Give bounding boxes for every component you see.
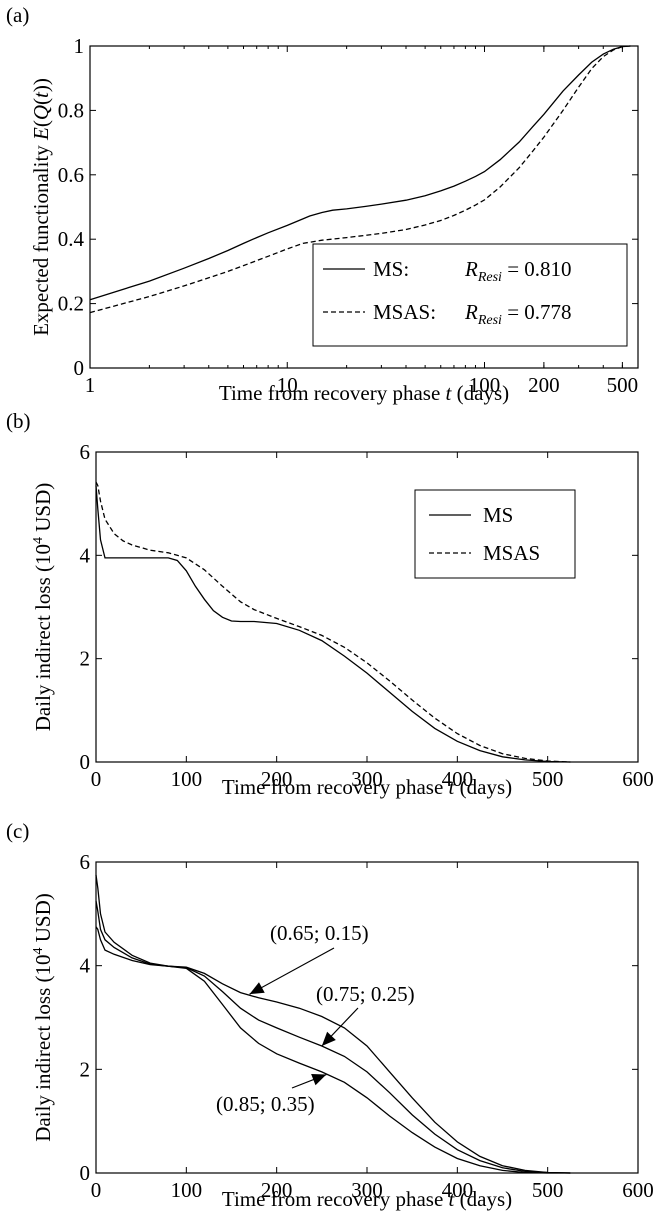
x-axis-label: Time from recovery phase t (days) — [222, 1187, 512, 1211]
x-axis-label-part: Time from recovery phase — [222, 775, 449, 799]
y-tick-label: 6 — [80, 850, 91, 874]
y-tick-label: 4 — [80, 543, 91, 567]
y-tick-label: 0 — [80, 1161, 91, 1185]
chart-panel-2: (b) 0 100 200 300 400 500 600 0 2 4 6 Time from reco… — [6, 409, 654, 799]
legend-r-value: = 0.810 — [502, 257, 572, 281]
x-tick-label: 100 — [171, 1178, 203, 1202]
y-tick-label: 4 — [80, 954, 91, 978]
x-tick-label: 300 — [351, 767, 383, 791]
legend: MS MSAS — [414, 489, 576, 579]
annotation-arrowhead — [249, 982, 265, 995]
x-tick-label: 400 — [442, 1178, 474, 1202]
legend-box — [414, 489, 576, 579]
x-axis-label-part: Time from recovery phase — [222, 1187, 449, 1211]
annotation-label: (0.75; 0.25) — [316, 982, 415, 1006]
legend-r-subscript: Resi — [477, 313, 502, 328]
y-axis-label-part: USD) — [31, 893, 55, 947]
chart-panel-3: (c) 0 100 200 300 400 500 600 0 2 4 6 Time from reco… — [6, 819, 654, 1211]
y-tick-label: 0 — [80, 750, 91, 774]
x-axis-label-part: t — [449, 775, 456, 799]
x-axis-label-part: t — [446, 381, 453, 405]
series-line-1 — [95, 926, 571, 1174]
series-line-3 — [95, 874, 571, 1174]
y-axis-label-part: USD) — [31, 483, 55, 537]
y-axis-label-part: Daily indirect loss (10 — [31, 544, 55, 731]
annotation-arrowhead — [311, 1074, 327, 1086]
y-axis-label-part: E — [29, 127, 53, 141]
x-axis-label-part: (days) — [451, 381, 509, 405]
annotation-label: (0.65; 0.15) — [270, 921, 369, 945]
plot-frame — [95, 861, 639, 1174]
x-axis-label-part: t — [449, 1187, 456, 1211]
panel-label: (a) — [6, 3, 29, 27]
series-line-2 — [89, 45, 631, 314]
x-tick-label: 200 — [261, 767, 293, 791]
x-axis-label-part: (days) — [454, 775, 512, 799]
plot-frame — [89, 45, 639, 369]
y-tick-label: 0.2 — [58, 292, 84, 316]
chart-panel-1: (a) 1 10 100 200 500 0 0.2 0.4 0.6 0.8 1 Time from r… — [6, 3, 639, 405]
y-axis-label: Expected functionality E(Q(t)) — [29, 78, 53, 336]
x-axis-label: Time from recovery phase t (days) — [219, 381, 509, 405]
legend-entry-name: MS — [483, 503, 513, 527]
y-tick-label: 0.6 — [58, 163, 84, 187]
x-tick-label: 100 — [171, 767, 203, 791]
legend-entry-name: MSAS — [483, 541, 540, 565]
legend-box — [312, 243, 628, 347]
x-tick-label: 600 — [622, 1178, 654, 1202]
y-tick-label: 0 — [74, 356, 85, 380]
y-axis-label-part: Daily indirect loss (10 — [31, 955, 55, 1142]
y-axis-label-part: ( — [29, 98, 53, 105]
annotation-arrow-line — [249, 947, 335, 995]
y-axis-label-part: )) — [29, 78, 53, 92]
y-tick-label: 2 — [80, 647, 91, 671]
y-axis-label-part: t — [29, 91, 53, 98]
y-tick-label: 0.4 — [58, 227, 85, 251]
x-tick-label: 10 — [277, 373, 298, 397]
x-tick-label: 500 — [532, 767, 564, 791]
legend-r-value: = 0.778 — [502, 300, 572, 324]
y-axis-label-part: Expected functionality — [29, 140, 53, 336]
y-tick-label: 1 — [74, 34, 85, 58]
y-axis-label: Daily indirect loss (104 USD) — [31, 893, 55, 1141]
legend-entry-name: MS: — [373, 257, 409, 281]
x-tick-label: 1 — [85, 373, 96, 397]
x-tick-label: 0 — [91, 1178, 102, 1202]
y-axis-label-part: 4 — [31, 537, 46, 544]
legend-entry-name: MSAS: — [373, 300, 436, 324]
x-axis-label: Time from recovery phase t (days) — [222, 775, 512, 799]
panel-label: (c) — [6, 819, 29, 843]
x-tick-label: 500 — [532, 1178, 564, 1202]
legend-entry-value: RResi = 0.810 — [464, 257, 572, 285]
x-axis-label-part: Time from recovery phase — [219, 381, 446, 405]
x-tick-label: 200 — [528, 373, 560, 397]
legend-r-subscript: Resi — [477, 270, 502, 285]
annotation-label: (0.85; 0.35) — [216, 1092, 315, 1116]
series-line-1 — [89, 45, 631, 301]
legend-r-symbol: R — [464, 300, 478, 324]
x-tick-label: 0 — [91, 767, 102, 791]
x-tick-label: 500 — [607, 373, 639, 397]
y-tick-label: 2 — [80, 1057, 91, 1081]
y-axis-label-part: Q — [29, 105, 53, 120]
annotation-arrowhead — [321, 1031, 336, 1047]
y-axis-label-part: ( — [29, 120, 53, 127]
x-tick-label: 300 — [351, 1178, 383, 1202]
series-line-1 — [95, 485, 571, 763]
x-tick-label: 400 — [442, 767, 474, 791]
y-tick-label: 6 — [80, 440, 91, 464]
x-tick-label: 200 — [261, 1178, 293, 1202]
x-tick-label: 100 — [469, 373, 501, 397]
y-axis-label-part: 4 — [31, 948, 46, 955]
y-tick-label: 0.8 — [58, 98, 84, 122]
legend-r-symbol: R — [464, 257, 478, 281]
y-axis-label: Daily indirect loss (104 USD) — [31, 483, 55, 731]
panel-label: (b) — [6, 409, 31, 433]
legend-entry-value: RResi = 0.778 — [464, 300, 572, 328]
x-tick-label: 600 — [622, 767, 654, 791]
series-line-2 — [95, 900, 571, 1174]
x-axis-label-part: (days) — [454, 1187, 512, 1211]
